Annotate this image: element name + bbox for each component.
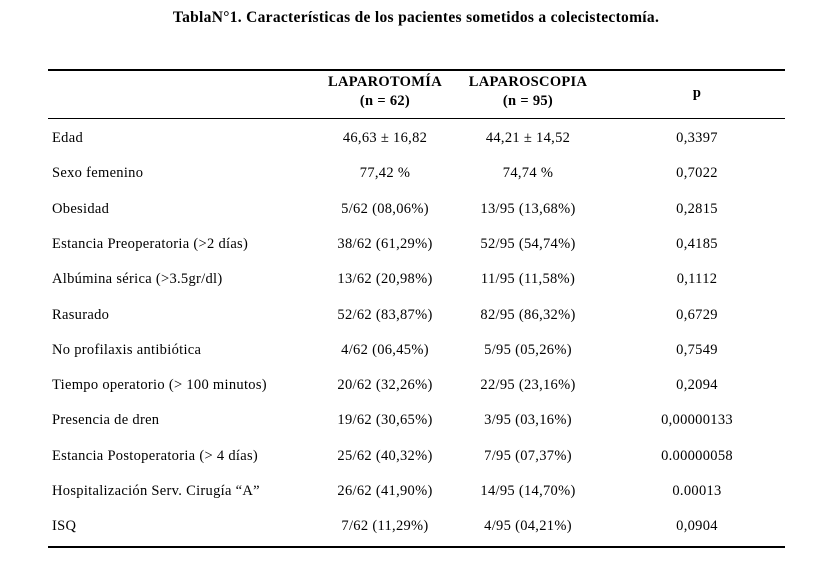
- cell: 0,7549: [676, 341, 718, 358]
- row-label: Estancia Postoperatoria (> 4 días): [52, 447, 259, 464]
- cell: 0,4185: [676, 235, 718, 252]
- column-header: LAPAROTOMÍA: [328, 74, 442, 90]
- cell: 7/95 (07,37%): [484, 447, 572, 464]
- row-label: ISQ: [52, 518, 77, 535]
- cell: 3/95 (03,16%): [484, 412, 572, 429]
- row-label: No profilaxis antibiótica: [52, 341, 202, 358]
- cell: 20/62 (32,26%): [337, 377, 433, 394]
- cell: 14/95 (14,70%): [480, 483, 576, 499]
- title: TablaN°1. Características de los pacient…: [172, 9, 660, 26]
- cell: 5/95 (05,26%): [484, 341, 572, 358]
- row-label: Presencia de dren: [52, 412, 160, 429]
- row-label: Obesidad: [52, 200, 110, 217]
- cell: 25/62 (40,32%): [337, 447, 433, 464]
- cell: 11/95 (11,58%): [480, 271, 576, 288]
- bottom-rule: [48, 546, 785, 548]
- cell: 0,00000133: [661, 412, 733, 429]
- header-rule: [48, 118, 785, 119]
- cell: 0,1112: [676, 271, 718, 288]
- cell: 77,42 %: [359, 165, 411, 182]
- cell: 7/62 (11,29%): [341, 518, 429, 535]
- cell: 52/62 (83,87%): [337, 306, 433, 323]
- row-label: Edad: [52, 130, 83, 146]
- cell: 22/95 (23,16%): [480, 377, 576, 394]
- cell: 26/62 (41,90%): [337, 483, 433, 499]
- cell: 38/62 (61,29%): [337, 235, 433, 252]
- row-label: Tiempo operatorio (> 100 minutos): [52, 377, 267, 394]
- row-label: Sexo femenino: [52, 165, 144, 182]
- cell: 19/62 (30,65%): [337, 412, 433, 429]
- column-header: (n = 62): [359, 93, 411, 109]
- cell: 52/95 (54,74%): [480, 235, 576, 252]
- top-rule: [48, 69, 785, 71]
- cell: 44,21 ± 14,52: [485, 130, 571, 146]
- column-header: p: [692, 85, 702, 101]
- cell: 4/62 (06,45%): [341, 341, 429, 358]
- cell: 4/95 (04,21%): [484, 518, 572, 535]
- cell: 0,0904: [676, 518, 718, 535]
- cell: 82/95 (86,32%): [480, 306, 576, 323]
- cell: 13/95 (13,68%): [480, 200, 576, 217]
- cell: 0,6729: [676, 306, 718, 323]
- column-header: (n = 95): [502, 93, 554, 109]
- row-label: Albúmina sérica (>3.5gr/dl): [52, 271, 223, 288]
- cell: 0,2094: [676, 377, 718, 394]
- cell: 0.00013: [672, 483, 722, 499]
- cell: 0.00000058: [661, 447, 733, 464]
- cell: 74,74 %: [502, 165, 554, 182]
- cell: 5/62 (08,06%): [341, 200, 429, 217]
- cell: 0,2815: [676, 200, 718, 217]
- row-label: Estancia Preoperatoria (>2 días): [52, 235, 249, 252]
- column-header: LAPAROSCOPIA: [468, 74, 588, 90]
- cell: 0,3397: [676, 130, 718, 146]
- cell: 13/62 (20,98%): [337, 271, 433, 288]
- cell: 0,7022: [676, 165, 718, 182]
- cell: 46,63 ± 16,82: [342, 130, 428, 146]
- row-label: Hospitalización Serv. Cirugía “A”: [52, 483, 260, 499]
- row-label: Rasurado: [52, 306, 110, 323]
